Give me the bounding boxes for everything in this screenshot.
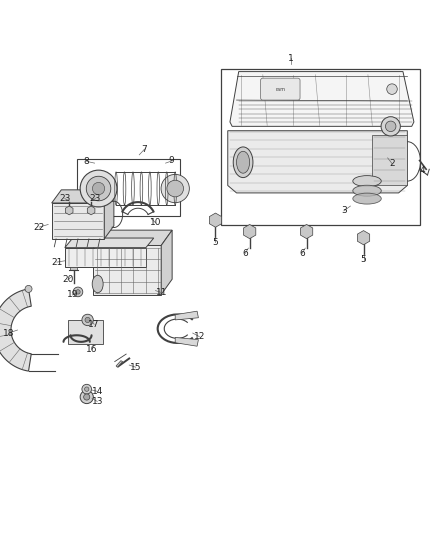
Text: 8: 8	[84, 157, 90, 166]
Polygon shape	[175, 311, 198, 320]
Polygon shape	[0, 289, 31, 371]
Polygon shape	[65, 238, 154, 248]
Polygon shape	[52, 190, 114, 203]
Text: 1: 1	[288, 54, 294, 63]
Text: 20: 20	[62, 275, 74, 284]
Text: 5: 5	[212, 238, 219, 247]
Text: 17: 17	[88, 320, 100, 329]
Circle shape	[381, 117, 400, 136]
Bar	[221, 69, 420, 225]
Text: 6: 6	[242, 249, 248, 258]
Ellipse shape	[233, 147, 253, 177]
Circle shape	[80, 391, 93, 403]
Circle shape	[84, 394, 90, 400]
Polygon shape	[52, 203, 104, 239]
FancyBboxPatch shape	[261, 78, 300, 100]
Text: 14: 14	[92, 387, 103, 396]
Polygon shape	[116, 361, 123, 367]
Polygon shape	[93, 246, 161, 295]
Circle shape	[85, 387, 89, 391]
Text: 4: 4	[420, 166, 425, 175]
Circle shape	[82, 314, 93, 326]
Text: 12: 12	[194, 332, 205, 341]
Text: 6: 6	[299, 249, 305, 258]
Text: 23: 23	[59, 194, 71, 203]
Text: 10: 10	[150, 218, 161, 227]
Circle shape	[85, 317, 90, 322]
Text: 2: 2	[389, 159, 395, 168]
Circle shape	[82, 384, 92, 394]
Text: 19: 19	[67, 290, 78, 300]
Polygon shape	[228, 131, 407, 193]
Polygon shape	[93, 230, 172, 246]
Text: 23: 23	[90, 194, 101, 203]
Text: 22: 22	[34, 223, 45, 231]
Text: 16: 16	[86, 345, 98, 354]
Text: 9: 9	[169, 157, 175, 165]
Ellipse shape	[353, 175, 381, 187]
Polygon shape	[230, 71, 414, 126]
Circle shape	[387, 84, 397, 94]
Text: 3: 3	[341, 206, 347, 215]
Ellipse shape	[353, 193, 381, 204]
Text: 15: 15	[130, 363, 141, 372]
Polygon shape	[175, 337, 198, 346]
Polygon shape	[104, 190, 114, 239]
Ellipse shape	[353, 185, 381, 196]
Polygon shape	[65, 248, 146, 268]
Text: 21: 21	[51, 257, 63, 266]
Circle shape	[161, 174, 189, 203]
Circle shape	[76, 290, 80, 294]
Circle shape	[80, 170, 117, 207]
Text: 13: 13	[92, 397, 103, 406]
Text: 5: 5	[360, 255, 367, 264]
Text: 7: 7	[141, 144, 148, 154]
Circle shape	[92, 182, 105, 195]
Circle shape	[25, 285, 32, 293]
Polygon shape	[70, 266, 77, 270]
Text: ram: ram	[276, 86, 285, 92]
Circle shape	[385, 121, 396, 132]
Polygon shape	[68, 320, 103, 344]
Text: 18: 18	[3, 328, 14, 337]
Circle shape	[73, 287, 83, 297]
Polygon shape	[372, 135, 407, 185]
Polygon shape	[161, 230, 172, 295]
Circle shape	[167, 180, 184, 197]
Text: 11: 11	[156, 288, 168, 297]
Bar	[77, 159, 180, 216]
Ellipse shape	[237, 151, 250, 173]
Ellipse shape	[92, 275, 103, 293]
Circle shape	[86, 176, 111, 201]
